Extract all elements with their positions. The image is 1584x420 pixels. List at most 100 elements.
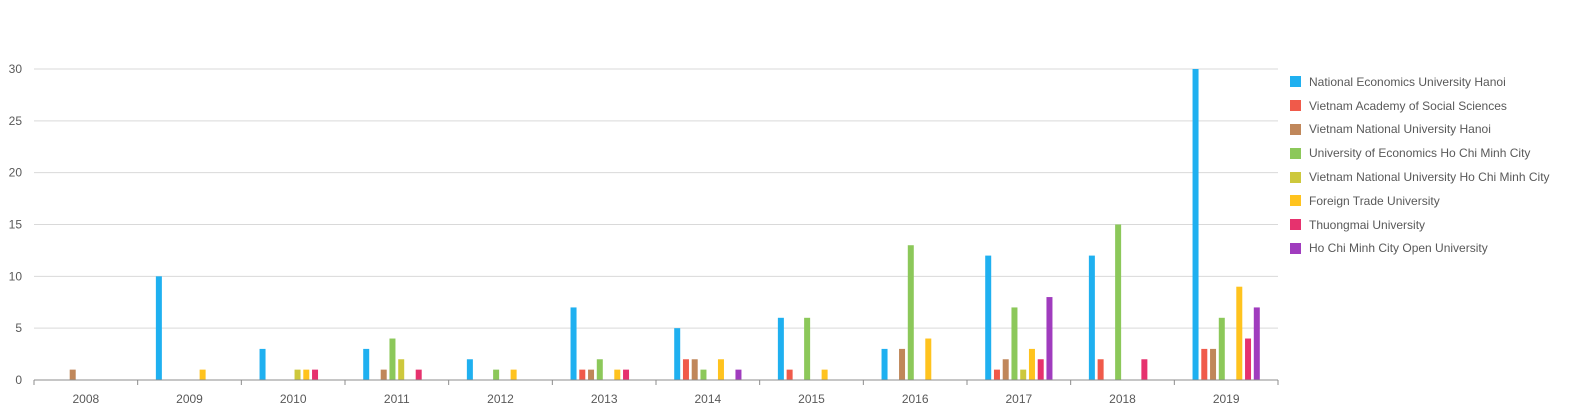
bar [1236,286,1243,380]
legend-item[interactable]: University of Economics Ho Chi Minh City [1290,141,1580,165]
bar [1210,348,1217,380]
x-tick-label: 2014 [694,392,721,406]
x-tick-label: 2016 [902,392,929,406]
x-tick-label: 2013 [591,392,618,406]
bar [199,369,206,380]
legend-swatch [1290,219,1301,231]
x-tick-label: 2009 [176,392,203,406]
bar [1046,297,1053,380]
legend-item[interactable]: National Economics University Hanoi [1290,70,1580,94]
bar [881,348,888,380]
legend-swatch [1290,171,1301,183]
legend-label: Foreign Trade University [1309,193,1440,208]
bar [1097,359,1104,380]
legend-item[interactable]: Vietnam Academy of Social Sciences [1290,94,1580,118]
x-tick-label: 2017 [1005,392,1032,406]
bar [570,307,577,380]
legend-swatch [1290,195,1301,207]
legend-swatch [1290,123,1301,135]
legend-item[interactable]: Thuongmai University [1290,213,1580,237]
legend-item[interactable]: Vietnam National University Ho Chi Minh … [1290,165,1580,189]
bar [510,369,517,380]
x-tick-label: 2008 [72,392,99,406]
y-tick-label: 15 [9,218,23,232]
x-tick-label: 2011 [384,392,410,406]
y-tick-label: 10 [9,269,23,283]
bar [985,255,992,380]
y-tick-label: 0 [15,373,22,387]
bar [1115,224,1122,380]
bar [312,369,319,380]
bar [1192,69,1199,380]
x-tick-label: 2019 [1213,392,1240,406]
bar [682,359,689,380]
bar [614,369,621,380]
y-tick-label: 20 [9,166,23,180]
bars [69,69,1260,380]
x-tick-label: 2018 [1109,392,1136,406]
legend-item[interactable]: Foreign Trade University [1290,189,1580,213]
legend-item[interactable]: Ho Chi Minh City Open University [1290,237,1580,261]
bar [389,338,396,380]
bar [1002,359,1009,380]
legend-label: Vietnam National University Ho Chi Minh … [1309,170,1550,185]
legend-swatch [1290,76,1301,88]
bar [735,369,742,380]
bar [1020,369,1027,380]
bar [907,245,914,380]
bar [1218,317,1225,380]
bar [1011,307,1018,380]
legend-label: Vietnam Academy of Social Sciences [1309,98,1507,113]
axes: 0 5 10 15 20 25 30 2008 2009 2010 2011 2012 2013 2014… [9,62,1279,406]
legend-label: Vietnam National University Hanoi [1309,122,1491,137]
legend-swatch [1290,242,1301,254]
x-tick-label: 2010 [280,392,307,406]
bar [821,369,828,380]
bar [69,369,76,380]
y-tick-label: 30 [9,62,23,76]
bar [777,317,784,380]
bar [786,369,793,380]
bar [415,369,422,380]
bar [1037,359,1044,380]
bar [294,369,301,380]
legend-label: Ho Chi Minh City Open University [1309,241,1488,256]
legend-swatch [1290,147,1301,159]
legend-item[interactable]: Vietnam National University Hanoi [1290,118,1580,142]
bar [691,359,698,380]
bar-chart: 0 5 10 15 20 25 30 2008 2009 2010 2011 2012 2013 2014… [9,62,1279,406]
legend-label: University of Economics Ho Chi Minh City [1309,146,1531,161]
bar [1253,307,1260,380]
bar [899,348,906,380]
legend: National Economics University Hanoi Vietn… [1290,70,1580,260]
bar [596,359,603,380]
bar [1088,255,1095,380]
bar [380,369,387,380]
bar [363,348,370,380]
bar [804,317,811,380]
bar [700,369,707,380]
y-tick-label: 5 [15,321,22,335]
x-tick-label: 2015 [798,392,825,406]
legend-swatch [1290,100,1301,112]
bar [1245,338,1252,380]
bar [398,359,405,380]
x-tick-label: 2012 [487,392,514,406]
bar [1201,348,1208,380]
legend-label: Thuongmai University [1309,217,1426,232]
grid-lines [34,68,1278,329]
bar [259,348,266,380]
bar [303,369,310,380]
bar [623,369,630,380]
legend-label: National Economics University Hanoi [1309,74,1506,89]
bar [155,276,162,380]
bar [925,338,932,380]
bar [493,369,500,380]
bar [466,359,473,380]
bar [1141,359,1148,380]
bar [1028,348,1035,380]
y-tick-label: 25 [9,114,23,128]
bar [674,328,681,380]
bar [579,369,586,380]
